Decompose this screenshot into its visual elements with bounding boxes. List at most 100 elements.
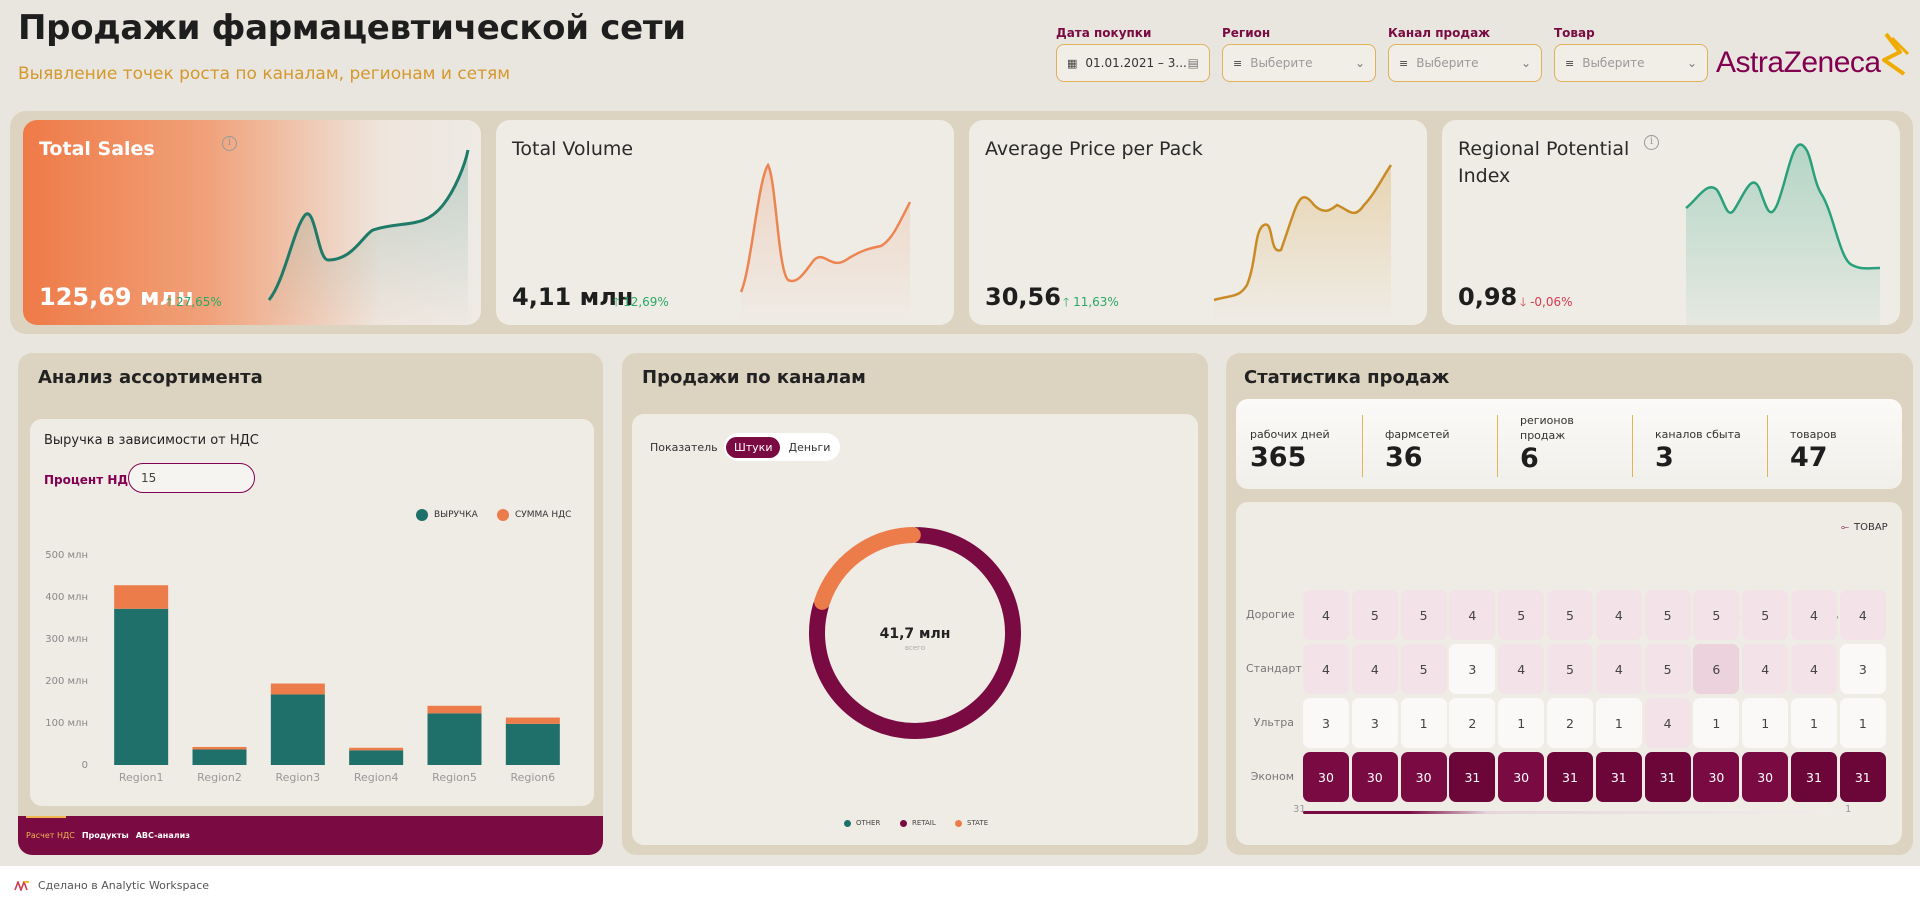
product-select[interactable]: ≡ Выберите ⌄: [1554, 44, 1708, 82]
bar-segment[interactable]: [114, 608, 169, 765]
donut-slice-retail[interactable]: [809, 527, 1021, 739]
kpi-value: 0,98: [1458, 283, 1518, 311]
x-tick-label: Region6: [511, 771, 556, 784]
heatmap-cell[interactable]: 4: [1742, 644, 1789, 694]
heatmap-cell[interactable]: 4: [1351, 644, 1398, 694]
legend-dot: [416, 509, 428, 521]
heatmap-cell[interactable]: 1: [1839, 698, 1886, 748]
heatmap-cell[interactable]: 4: [1839, 590, 1886, 640]
heatmap-cell[interactable]: 30: [1303, 752, 1349, 802]
heatmap-cell[interactable]: 1: [1742, 698, 1789, 748]
heatmap-cell[interactable]: 4: [1303, 644, 1349, 694]
heatmap-cell[interactable]: 31: [1547, 752, 1593, 802]
heatmap-cell[interactable]: 31: [1791, 752, 1837, 802]
kpi-card-avg-price[interactable]: Average Price per Pack 30,56 🡑 11,63%: [969, 120, 1427, 325]
bar-segment[interactable]: [505, 717, 560, 724]
toggle-units[interactable]: Штуки: [726, 436, 781, 458]
bar-segment[interactable]: [192, 746, 247, 750]
heatmap-cell[interactable]: 5: [1547, 590, 1593, 640]
legend-label: STATE: [967, 819, 989, 827]
heatmap-cell[interactable]: 4: [1498, 644, 1545, 694]
heatmap-cell[interactable]: 5: [1400, 644, 1447, 694]
bar-segment[interactable]: [114, 585, 169, 609]
kpi-card-regional-index[interactable]: Regional Potential Index i 0,98 🡓 -0,06%: [1442, 120, 1900, 325]
tab-products[interactable]: Продукты: [81, 831, 129, 840]
date-range-input[interactable]: ▦ 01.01.2021 – 3... ▤: [1056, 44, 1210, 82]
heatmap-cell[interactable]: 4: [1791, 590, 1837, 640]
heatmap-cell[interactable]: 4: [1644, 698, 1691, 748]
heatmap-cell[interactable]: 2: [1547, 698, 1593, 748]
heatmap-cell[interactable]: 5: [1547, 644, 1593, 694]
heatmap-cell[interactable]: 3: [1303, 698, 1349, 748]
info-icon[interactable]: i: [222, 136, 237, 151]
heatmap-cell[interactable]: 31: [1595, 752, 1642, 802]
heatmap-cell[interactable]: 4: [1791, 644, 1837, 694]
donut-slice-state[interactable]: [814, 527, 921, 610]
heatmap-cell[interactable]: 2: [1449, 698, 1496, 748]
panel-title: Продажи по каналам: [642, 367, 866, 388]
donut-total-value: 41,7 млн: [879, 626, 951, 642]
bottom-tab-bar: Расчет НДС Продукты ABC-анализ: [18, 816, 603, 855]
channel-select[interactable]: ≡ Выберите ⌄: [1388, 44, 1542, 82]
stat-value: 6: [1520, 443, 1539, 474]
tab-abc-analysis[interactable]: ABC-анализ: [135, 831, 190, 840]
bar-segment[interactable]: [270, 694, 325, 765]
heatmap-cell[interactable]: 30: [1498, 752, 1545, 802]
list-icon: ≡: [1565, 56, 1575, 70]
heatmap-cell[interactable]: 31: [1839, 752, 1886, 802]
bar-segment[interactable]: [427, 713, 482, 765]
kpi-delta: 🡑 12,69%: [613, 293, 669, 314]
heatmap-cell[interactable]: 5: [1498, 590, 1545, 640]
heatmap-row-label: Стандарт: [1246, 662, 1302, 675]
kpi-name: Regional Potential Index: [1458, 138, 1630, 187]
heatmap-row-label: Ультра: [1253, 716, 1294, 729]
bar-segment[interactable]: [349, 747, 404, 751]
bar-segment[interactable]: [505, 723, 560, 765]
heatmap-cell[interactable]: 5: [1351, 590, 1398, 640]
heatmap-cell[interactable]: 1: [1595, 698, 1642, 748]
heatmap-cell[interactable]: 31: [1644, 752, 1691, 802]
bar-segment[interactable]: [427, 705, 482, 714]
heatmap-cell[interactable]: 5: [1644, 590, 1691, 640]
heatmap-cell[interactable]: 3: [1839, 644, 1886, 694]
kpi-card-total-sales[interactable]: Total Sales i 125,69 млн 🡑 27,65%: [23, 120, 481, 325]
heatmap-cell[interactable]: 5: [1644, 644, 1691, 694]
heatmap-cell[interactable]: 5: [1742, 590, 1789, 640]
stat-work-days: рабочих дней 365: [1250, 427, 1330, 473]
bar-segment[interactable]: [192, 749, 247, 765]
vat-percent-input[interactable]: [128, 463, 255, 493]
heatmap-cell[interactable]: 30: [1742, 752, 1789, 802]
tab-vat-calc[interactable]: Расчет НДС: [26, 831, 75, 840]
heatmap-cell[interactable]: 30: [1693, 752, 1740, 802]
kpi-card-total-volume[interactable]: Total Volume 4,11 млн 🡑 12,69%: [496, 120, 954, 325]
heatmap-cell[interactable]: 1: [1498, 698, 1545, 748]
heatmap-cell[interactable]: 4: [1449, 590, 1496, 640]
toggle-money[interactable]: Деньги: [788, 440, 831, 454]
stat-value: 365: [1250, 442, 1307, 473]
heatmap-cell[interactable]: 1: [1400, 698, 1447, 748]
channels-card: Показатель Штуки Деньги 41,7 млн всего O…: [632, 414, 1198, 845]
bar-segment[interactable]: [270, 683, 325, 695]
heatmap-cell[interactable]: 5: [1693, 590, 1740, 640]
range-slider[interactable]: [1303, 811, 1830, 814]
calendar-picker-icon[interactable]: ▤: [1187, 56, 1199, 70]
bar-segment[interactable]: [349, 750, 404, 765]
channels-donut-chart: [809, 526, 1021, 739]
legend-dot: [900, 819, 907, 827]
heatmap-cell[interactable]: 1: [1791, 698, 1837, 748]
heatmap-cell[interactable]: 4: [1595, 590, 1642, 640]
heatmap-cell[interactable]: 4: [1595, 644, 1642, 694]
heatmap-cell[interactable]: 30: [1400, 752, 1447, 802]
heatmap-cell[interactable]: 6: [1693, 644, 1740, 694]
heatmap-card: ⟜ТОВАР 31 1 АвгустАпрельДекабрьИюльИюньМ…: [1236, 502, 1902, 845]
heatmap-cell[interactable]: 31: [1449, 752, 1496, 802]
heatmap-cell[interactable]: 30: [1351, 752, 1398, 802]
info-icon[interactable]: i: [1644, 135, 1659, 150]
heatmap-cell[interactable]: 3: [1351, 698, 1398, 748]
heatmap-cell[interactable]: 4: [1303, 590, 1349, 640]
heatmap-cell[interactable]: 1: [1693, 698, 1740, 748]
legend-label: СУММА НДС: [515, 510, 572, 520]
heatmap-cell[interactable]: 5: [1400, 590, 1447, 640]
region-select[interactable]: ≡ Выберите ⌄: [1222, 44, 1376, 82]
heatmap-cell[interactable]: 3: [1449, 644, 1496, 694]
